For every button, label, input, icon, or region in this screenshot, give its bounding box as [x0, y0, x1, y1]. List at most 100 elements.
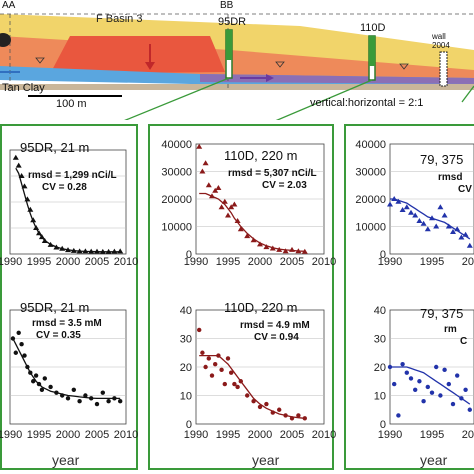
data-point	[416, 218, 423, 223]
y-tick-label: 40000	[355, 139, 386, 151]
data-point	[60, 393, 65, 398]
fit-line	[390, 366, 471, 405]
y-tick-label: 20	[374, 362, 386, 374]
data-point	[15, 162, 22, 168]
plot-title-95dr-top: 95DR, 21 m	[20, 140, 90, 155]
data-point	[264, 401, 269, 407]
data-point	[18, 173, 25, 178]
data-point	[302, 416, 307, 421]
data-point	[105, 248, 112, 254]
x-tick-label: 1990	[184, 429, 208, 441]
data-point	[31, 379, 36, 384]
data-point	[25, 364, 30, 370]
ratio-label: vertical:horizontal = 2:1	[310, 97, 424, 109]
data-point	[205, 182, 212, 188]
basin-label: F Basin 3	[96, 13, 143, 25]
y-tick-label: 0	[186, 419, 192, 431]
x-tick-label: 2000	[56, 256, 80, 268]
x-tick-label: 2000	[462, 429, 474, 441]
x-tick-label: 2000	[462, 256, 474, 268]
data-point	[106, 399, 111, 404]
x-tick-label: 2010	[114, 429, 138, 441]
data-point	[425, 384, 430, 390]
data-point	[36, 230, 42, 236]
data-point	[283, 413, 288, 418]
data-point	[212, 187, 219, 193]
data-point	[89, 396, 94, 401]
x-tick-label: 2000	[56, 429, 80, 441]
wall-label: wall 2004	[432, 32, 450, 50]
data-point	[13, 350, 18, 355]
data-point	[251, 399, 256, 404]
x-tick-label: 2010	[312, 256, 336, 268]
data-point	[296, 413, 301, 418]
basin-shape	[50, 36, 225, 74]
plot-title-79-top: 79, 375	[420, 152, 464, 167]
data-point	[467, 407, 472, 412]
y-tick-label: 40000	[161, 139, 192, 151]
xlabel-110d: year	[252, 452, 280, 468]
data-point	[28, 370, 33, 375]
x-tick-label: 2005	[280, 429, 304, 441]
data-point	[270, 410, 275, 415]
x-tick-label: 2010	[114, 256, 138, 268]
data-point	[244, 233, 251, 239]
data-point	[250, 237, 257, 243]
data-point	[94, 401, 100, 407]
data-point	[458, 234, 465, 240]
data-point	[277, 407, 282, 412]
plot-title-95dr-bottom: 95DR, 21 m	[20, 300, 90, 315]
x-tick-label: 1990	[0, 429, 22, 441]
panel-95dr	[0, 124, 138, 470]
data-point	[429, 390, 435, 395]
data-point	[36, 381, 42, 387]
data-point	[408, 209, 414, 215]
xlabel-79: year	[420, 452, 448, 468]
cross-section-diagram	[0, 0, 474, 120]
y-tick-label: 30	[180, 334, 192, 346]
y-tick-label: 10000	[161, 222, 192, 234]
fit-line	[12, 338, 121, 400]
data-point	[245, 393, 250, 398]
data-point	[228, 204, 235, 210]
plot-title-79-bottom: 79, 375	[420, 306, 464, 321]
data-point	[466, 242, 473, 248]
data-point	[48, 384, 53, 390]
compass-icon	[0, 33, 11, 47]
section-label-aa: AA	[2, 0, 16, 11]
y-tick-label: 0	[186, 249, 192, 261]
data-point	[117, 248, 124, 254]
data-point	[215, 185, 222, 190]
y-tick-label: 20000	[161, 194, 192, 206]
data-point	[399, 207, 406, 212]
data-point	[209, 193, 215, 199]
data-point	[225, 356, 231, 361]
data-point	[412, 212, 419, 218]
data-point	[111, 248, 118, 254]
panel-79	[344, 124, 474, 470]
data-point	[417, 379, 422, 384]
y-tick-label: 10	[180, 391, 192, 403]
data-point	[33, 373, 39, 378]
data-point	[216, 353, 221, 358]
x-tick-label: 2010	[312, 429, 336, 441]
cv-95dr-top: CV = 0.28	[42, 182, 87, 193]
rmsd-95dr-top: rmsd = 1,299 nCi/L	[28, 170, 117, 181]
data-point	[33, 225, 40, 230]
data-point	[83, 393, 88, 398]
data-point	[446, 381, 451, 387]
data-point	[82, 248, 89, 254]
data-point	[445, 223, 452, 229]
section-label-bb: BB	[220, 0, 234, 11]
y-tick-label: 10	[374, 391, 386, 403]
data-point	[10, 336, 16, 341]
data-point	[27, 206, 34, 212]
data-point	[429, 215, 435, 221]
data-point	[434, 364, 439, 370]
data-point	[232, 381, 237, 387]
cv-110d-top: CV = 2.03	[262, 180, 307, 191]
data-point	[76, 248, 83, 254]
data-point	[112, 396, 117, 401]
data-point	[203, 364, 208, 370]
